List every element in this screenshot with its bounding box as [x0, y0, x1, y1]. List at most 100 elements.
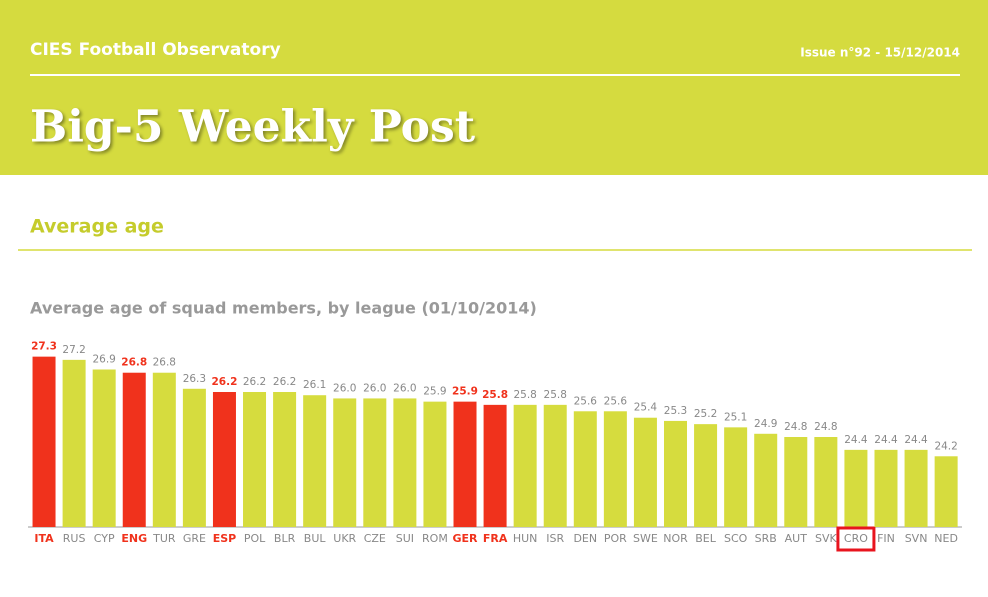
x-tick-label: GER: [453, 532, 479, 545]
value-label: 26.9: [92, 354, 115, 366]
x-tick-label: DEN: [573, 532, 597, 545]
value-label: 26.2: [243, 376, 266, 388]
x-tick-label: SCO: [724, 532, 748, 545]
bar: [212, 392, 236, 527]
value-label: 24.2: [934, 440, 957, 452]
section-title: Average age: [30, 216, 164, 238]
value-label: 26.8: [121, 357, 147, 369]
value-label: 25.8: [544, 389, 567, 401]
value-label: 27.2: [62, 344, 85, 356]
value-label: 25.8: [513, 389, 536, 401]
bar: [453, 401, 477, 527]
x-tick-label: ITA: [34, 532, 54, 545]
bar: [393, 398, 417, 527]
value-label: 24.8: [784, 421, 807, 433]
value-label: 25.2: [694, 408, 717, 420]
bar: [513, 404, 537, 527]
bar: [844, 449, 868, 527]
bar: [243, 392, 267, 527]
bar: [32, 356, 56, 527]
value-label: 26.1: [303, 379, 326, 391]
value-label: 24.4: [874, 434, 898, 446]
bar: [423, 401, 447, 527]
x-tick-label: ISR: [546, 532, 564, 545]
x-tick-label: BEL: [695, 532, 716, 545]
value-label: 24.9: [754, 418, 777, 430]
bar: [934, 456, 958, 527]
x-tick-label: SRB: [755, 532, 777, 545]
page-title: Big-5 Weekly Post: [30, 102, 476, 153]
bar: [874, 449, 898, 527]
value-label: 24.4: [904, 434, 928, 446]
x-tick-label: ROM: [422, 532, 448, 545]
bar: [784, 437, 808, 527]
x-tick-label: BLR: [274, 532, 296, 545]
bar: [904, 449, 928, 527]
x-tick-label: CRO: [844, 532, 868, 545]
bar: [152, 372, 176, 527]
x-tick-label: BUL: [304, 532, 327, 545]
value-label: 25.1: [724, 411, 747, 423]
bar: [182, 388, 206, 527]
highlight-box: [836, 526, 876, 552]
bar: [363, 398, 387, 527]
chart-title: Average age of squad members, by league …: [30, 299, 537, 318]
header-band: [0, 0, 988, 175]
x-tick-label: NED: [934, 532, 958, 545]
x-tick-label: FIN: [877, 532, 895, 545]
bar: [603, 411, 627, 527]
value-label: 26.8: [153, 357, 176, 369]
bar: [483, 404, 507, 527]
bar: [694, 424, 718, 527]
brand: CIES Football Observatory: [30, 40, 281, 60]
bar: [303, 395, 327, 527]
x-tick-label: POL: [244, 532, 266, 545]
bar: [333, 398, 357, 527]
value-label: 25.9: [452, 386, 478, 398]
bar: [664, 420, 688, 527]
bar: [754, 433, 778, 527]
issue: Issue n°92 - 15/12/2014: [800, 46, 960, 60]
value-label: 26.2: [211, 376, 237, 388]
x-tick-label: GRE: [183, 532, 206, 545]
bar: [814, 437, 838, 527]
x-tick-label: SUI: [396, 532, 414, 545]
x-tick-label: ENG: [121, 532, 147, 545]
bar: [633, 417, 657, 527]
x-tick-label: SVK: [815, 532, 838, 545]
value-label: 25.4: [634, 402, 658, 414]
value-label: 24.8: [814, 421, 837, 433]
x-tick-label: UKR: [333, 532, 356, 545]
x-tick-label: SWE: [633, 532, 658, 545]
x-tick-label: RUS: [63, 532, 86, 545]
x-tick-label: ESP: [213, 532, 237, 545]
value-label: 26.0: [393, 382, 416, 394]
value-label: 26.0: [333, 382, 356, 394]
value-label: 26.3: [183, 373, 206, 385]
x-tick-label: NOR: [663, 532, 688, 545]
value-label: 24.4: [844, 434, 868, 446]
value-label: 25.6: [604, 395, 628, 407]
x-tick-label: CYP: [94, 532, 115, 545]
bar: [62, 359, 86, 527]
x-tick-label: TUR: [152, 532, 176, 545]
value-label: 25.9: [423, 386, 446, 398]
x-tick-label: POR: [604, 532, 627, 545]
x-tick-label: FRA: [483, 532, 508, 545]
x-tick-label: AUT: [785, 532, 808, 545]
x-tick-label: CZE: [364, 532, 386, 545]
bar: [573, 411, 597, 527]
x-tick-label: SVN: [905, 532, 928, 545]
value-label: 25.3: [664, 405, 687, 417]
value-label: 26.2: [273, 376, 296, 388]
value-label: 25.6: [574, 395, 598, 407]
bar: [543, 404, 567, 527]
bar: [92, 369, 116, 527]
bar: [122, 372, 146, 527]
bar: [273, 392, 297, 527]
x-tick-label: HUN: [513, 532, 538, 545]
value-label: 26.0: [363, 382, 386, 394]
value-label: 27.3: [31, 341, 57, 353]
